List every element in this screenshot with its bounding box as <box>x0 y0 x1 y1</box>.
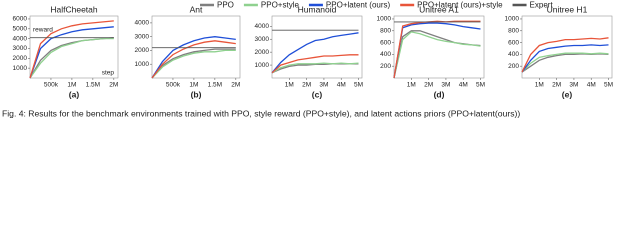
x-tick-label: 1M <box>407 82 416 89</box>
x-tick-label: 3M <box>441 82 450 89</box>
x-tick-label: 2M <box>552 82 561 89</box>
y-tick-label: 3000 <box>255 36 270 43</box>
series-line <box>151 49 236 79</box>
y-tick-label: 4000 <box>13 35 28 42</box>
y-tick-label: 2000 <box>13 55 28 62</box>
x-tick-label: 4M <box>459 82 468 89</box>
x-tick-label: 1M <box>189 82 198 89</box>
plot-area <box>521 15 613 79</box>
x-tick-label: 4M <box>587 82 596 89</box>
y-tick-label: 400 <box>508 51 519 58</box>
series-line <box>271 62 359 74</box>
y-tick-label: 4000 <box>255 23 270 30</box>
legend-label: Expert <box>530 1 554 10</box>
series-line <box>151 36 236 79</box>
y-tick-label: 1000 <box>13 65 28 72</box>
x-tick-label: 2M <box>231 82 240 89</box>
subfigure-label: (b) <box>191 89 202 99</box>
subfigure-label: (c) <box>312 89 323 99</box>
y-tick-label: 200 <box>508 63 519 70</box>
x-tick-label: 1.5M <box>86 82 100 89</box>
y-tick-label: 4000 <box>135 20 150 27</box>
x-tick-label: 4M <box>337 82 346 89</box>
series-line <box>29 26 114 79</box>
y-tick-label: 3000 <box>135 33 150 40</box>
y-tick-label: 6000 <box>13 16 28 23</box>
series-line <box>521 52 609 73</box>
subfigure-label: (d) <box>434 89 445 99</box>
x-tick-label: 1M <box>535 82 544 89</box>
y-tick-label: 600 <box>380 39 391 46</box>
y-tick-label: 3000 <box>13 45 28 52</box>
series-line <box>521 44 609 73</box>
series-line <box>521 37 609 73</box>
chart-title: HalfCheetah <box>50 4 98 14</box>
series-line <box>393 20 481 79</box>
x-tick-label: 2M <box>302 82 311 89</box>
series-line <box>29 20 114 79</box>
legend-label: PPO+latent (ours) <box>326 1 391 10</box>
legend-label: PPO+style <box>261 1 300 10</box>
plot-area <box>271 15 363 79</box>
plot-area <box>151 15 241 79</box>
series-line <box>151 40 236 79</box>
series-line <box>29 37 114 79</box>
x-tick-label: 3M <box>319 82 328 89</box>
chart-title: Humanoid <box>298 4 337 14</box>
y-tick-label: 800 <box>508 27 519 34</box>
series-line <box>271 54 359 74</box>
x-tick-label: 3M <box>569 82 578 89</box>
x-tick-label: 1M <box>67 82 76 89</box>
series-line <box>151 48 236 79</box>
y-axis-label: reward <box>33 27 53 34</box>
series-line <box>271 32 359 74</box>
x-axis-label: step <box>102 70 115 77</box>
subfigure-label: (e) <box>562 89 573 99</box>
y-tick-label: 400 <box>380 51 391 58</box>
x-tick-label: 5M <box>354 82 363 89</box>
y-tick-label: 600 <box>508 39 519 46</box>
subfigure-label: (a) <box>69 89 80 99</box>
x-tick-label: 500k <box>44 82 59 89</box>
series-line <box>393 22 481 79</box>
figure: Fig. 4: Results for the benchmark enviro… <box>2 1 613 119</box>
chart-title: Unitree H1 <box>547 4 588 14</box>
plot-area <box>29 15 119 79</box>
x-tick-label: 5M <box>604 82 613 89</box>
x-tick-label: 1.5M <box>208 82 222 89</box>
caption: Fig. 4: Results for the benchmark enviro… <box>2 108 520 118</box>
y-tick-label: 200 <box>380 63 391 70</box>
series-line <box>393 31 481 79</box>
page: Fig. 4: Results for the benchmark enviro… <box>2 0 614 119</box>
y-tick-label: 2000 <box>255 49 270 56</box>
y-tick-label: 1000 <box>255 62 270 69</box>
chart-title: Unitree A1 <box>419 4 459 14</box>
chart-title: Ant <box>190 4 203 14</box>
y-tick-label: 1000 <box>135 61 150 68</box>
x-tick-label: 2M <box>424 82 433 89</box>
x-tick-label: 500k <box>166 82 181 89</box>
y-tick-label: 1000 <box>505 16 520 23</box>
x-tick-label: 2M <box>109 82 118 89</box>
legend-label: PPO <box>217 1 234 10</box>
legend-label: PPO+latent (ours)+style <box>417 1 503 10</box>
y-tick-label: 5000 <box>13 26 28 33</box>
y-tick-label: 1000 <box>377 16 392 23</box>
y-tick-label: 800 <box>380 27 391 34</box>
y-tick-label: 2000 <box>135 47 150 54</box>
x-tick-label: 5M <box>476 82 485 89</box>
x-tick-label: 1M <box>285 82 294 89</box>
